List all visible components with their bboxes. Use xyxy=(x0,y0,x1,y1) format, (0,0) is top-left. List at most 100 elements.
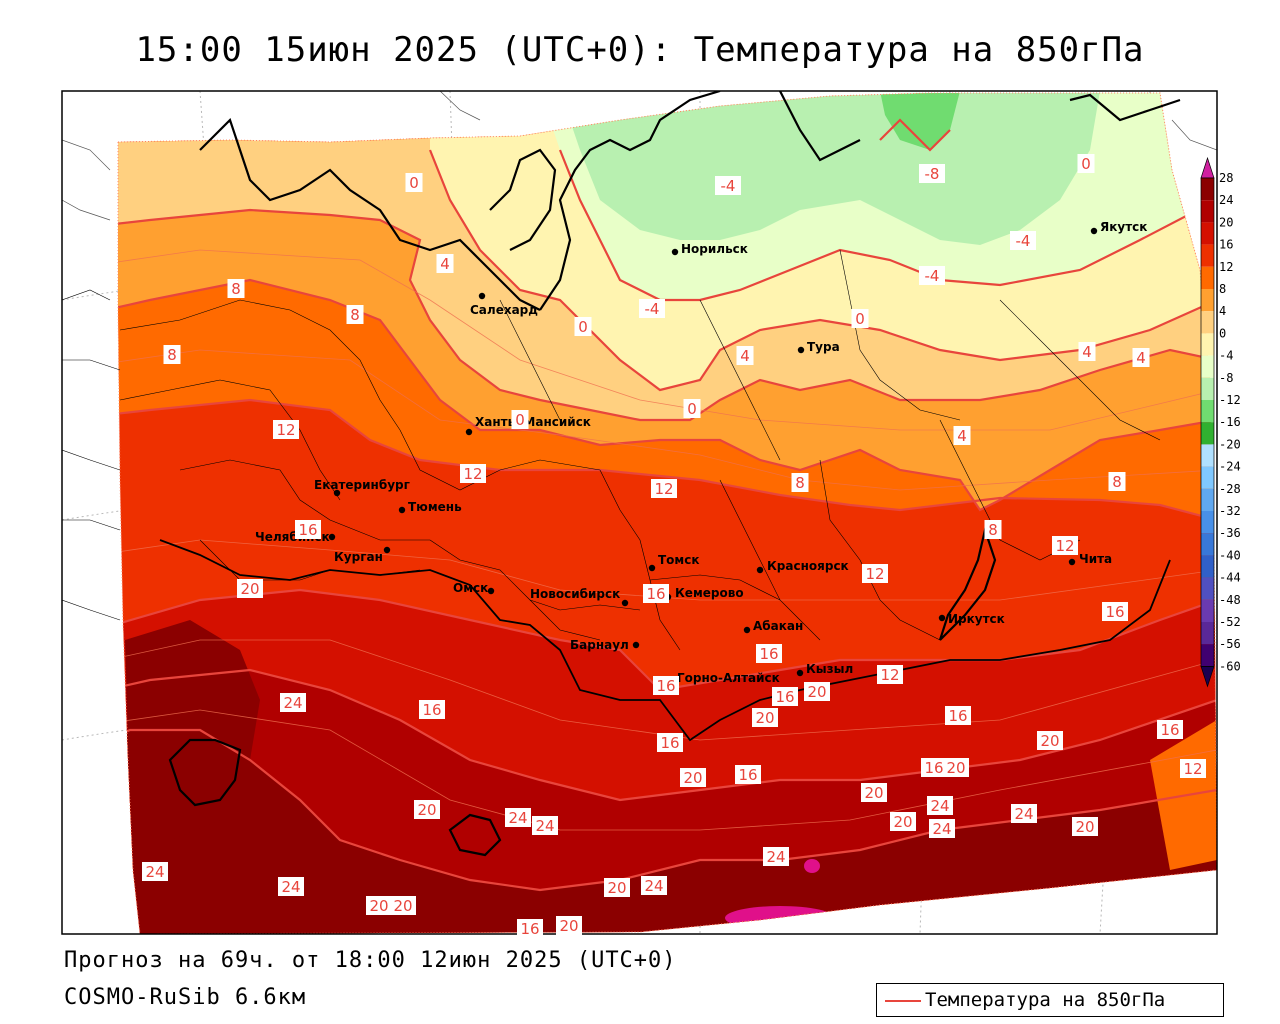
svg-text:24: 24 xyxy=(932,820,951,838)
city-label: Курган xyxy=(334,550,383,564)
isotherm-label: 4 xyxy=(736,346,754,365)
isotherm-label: -4 xyxy=(715,176,741,195)
svg-text:-8: -8 xyxy=(925,165,940,183)
isotherm-label: 16 xyxy=(756,644,782,663)
svg-text:20: 20 xyxy=(607,879,626,897)
isotherm-label: 20 xyxy=(861,783,887,802)
map-legend: Температура на 850гПа xyxy=(876,983,1224,1017)
svg-text:20: 20 xyxy=(864,784,883,802)
svg-text:20: 20 xyxy=(755,709,774,727)
colorbar-swatch xyxy=(1201,599,1214,622)
svg-text:16: 16 xyxy=(948,707,967,725)
isotherm-label: 20 xyxy=(752,708,778,727)
svg-text:8: 8 xyxy=(1112,473,1122,491)
map-frame xyxy=(61,90,1218,935)
svg-text:4: 4 xyxy=(740,347,750,365)
colorbar-tick-label: -56 xyxy=(1219,637,1241,651)
svg-text:8: 8 xyxy=(167,346,177,364)
colorbar-swatch xyxy=(1201,289,1214,312)
svg-text:8: 8 xyxy=(350,306,360,324)
colorbar-tick-label: -16 xyxy=(1219,415,1241,429)
colorbar-tick-label: -20 xyxy=(1219,437,1241,451)
city-khanty-mansiysk: Ханты-Мансийск xyxy=(465,415,591,436)
city-label: Томск xyxy=(658,553,700,567)
svg-text:20: 20 xyxy=(893,813,912,831)
svg-text:24: 24 xyxy=(535,817,554,835)
city-label: Норильск xyxy=(681,242,748,256)
colorbar-swatch xyxy=(1201,644,1214,667)
colorbar-tick-label: 24 xyxy=(1219,193,1233,207)
colorbar-swatch xyxy=(1201,511,1214,534)
city-label: Красноярск xyxy=(767,559,849,573)
colorbar-tick-label: -28 xyxy=(1219,482,1241,496)
legend-line-swatch xyxy=(885,1000,921,1002)
isotherm-label: 20 xyxy=(556,916,582,935)
colorbar-swatch xyxy=(1201,577,1214,600)
colorbar-tick-label: -8 xyxy=(1219,371,1233,385)
isotherm-label: 20 xyxy=(680,768,706,787)
svg-text:-4: -4 xyxy=(1016,232,1031,250)
city-label: Ханты-Мансийск xyxy=(475,415,591,429)
svg-text:12: 12 xyxy=(276,421,295,439)
isotherm-label: 16 xyxy=(517,919,543,938)
city-norilsk: Норильск xyxy=(671,242,748,256)
svg-text:16: 16 xyxy=(738,766,757,784)
svg-text:-4: -4 xyxy=(645,300,660,318)
svg-text:16: 16 xyxy=(422,701,441,719)
city-label: Горно-Алтайск xyxy=(677,671,780,685)
isotherm-label: 8 xyxy=(1108,472,1126,491)
colorbar-swatch xyxy=(1201,533,1214,556)
isotherm-label: 24 xyxy=(505,808,531,827)
svg-text:12: 12 xyxy=(865,565,884,583)
isotherm-label: -4 xyxy=(1010,231,1036,250)
isotherm-label: 20 xyxy=(804,682,830,701)
isotherm-label: 20 xyxy=(366,896,392,915)
isotherm-label: 12 xyxy=(877,665,903,684)
svg-text:24: 24 xyxy=(281,878,300,896)
svg-text:12: 12 xyxy=(1183,760,1202,778)
svg-text:8: 8 xyxy=(795,474,805,492)
city-chita: Чита xyxy=(1068,552,1112,566)
city-tomsk: Томск xyxy=(648,553,700,572)
isotherm-label: -4 xyxy=(919,266,945,285)
coastline xyxy=(168,91,1181,857)
city-omsk: Омск xyxy=(453,581,495,595)
svg-text:24: 24 xyxy=(644,877,663,895)
svg-text:16: 16 xyxy=(924,759,943,777)
svg-text:16: 16 xyxy=(775,688,794,706)
city-yekaterinburg: Екатеринбург xyxy=(314,478,410,497)
city-yakutsk: Якутск xyxy=(1090,220,1147,235)
svg-text:24: 24 xyxy=(508,809,527,827)
city-kurgan: Курган xyxy=(334,546,391,564)
svg-text:24: 24 xyxy=(930,797,949,815)
isotherm-label: 20 xyxy=(890,812,916,831)
isotherm-label: 0 xyxy=(683,399,701,418)
svg-text:0: 0 xyxy=(578,318,588,336)
svg-text:20: 20 xyxy=(683,769,702,787)
isotherm-label: 8 xyxy=(984,520,1002,539)
colorbar-swatch xyxy=(1201,466,1214,489)
isotherm-label: 8 xyxy=(791,473,809,492)
svg-text:4: 4 xyxy=(957,427,967,445)
colorbar-tick-label: -24 xyxy=(1219,460,1241,474)
page-title: 15:00 15июн 2025 (UTC+0): Температура на… xyxy=(135,30,1145,70)
legend-label: Температура на 850гПа xyxy=(925,989,1166,1011)
svg-text:4: 4 xyxy=(1082,343,1092,361)
temperature-field xyxy=(118,93,1217,934)
colorbar-swatch xyxy=(1201,355,1214,378)
svg-text:8: 8 xyxy=(231,280,241,298)
colorbar: 28 24 20 16 12 8 4 0 -4 -8 -12 -16 -20 -24 -28 -32 -36 -4… xyxy=(1200,156,1241,688)
city-tyumen: Тюмень xyxy=(398,500,462,514)
city-label: Салехард xyxy=(470,303,538,317)
colorbar-swatch xyxy=(1201,333,1214,356)
svg-text:16: 16 xyxy=(660,734,679,752)
isotherm-label: 24 xyxy=(278,877,304,896)
isotherm-label: 12 xyxy=(1052,536,1078,555)
isotherm-label: 24 xyxy=(763,847,789,866)
city-label: Иркутск xyxy=(948,612,1005,626)
city-label: Новосибирск xyxy=(530,587,620,601)
svg-text:16: 16 xyxy=(520,920,539,938)
svg-text:20: 20 xyxy=(369,897,388,915)
isotherm-label: 16 xyxy=(1102,602,1128,621)
